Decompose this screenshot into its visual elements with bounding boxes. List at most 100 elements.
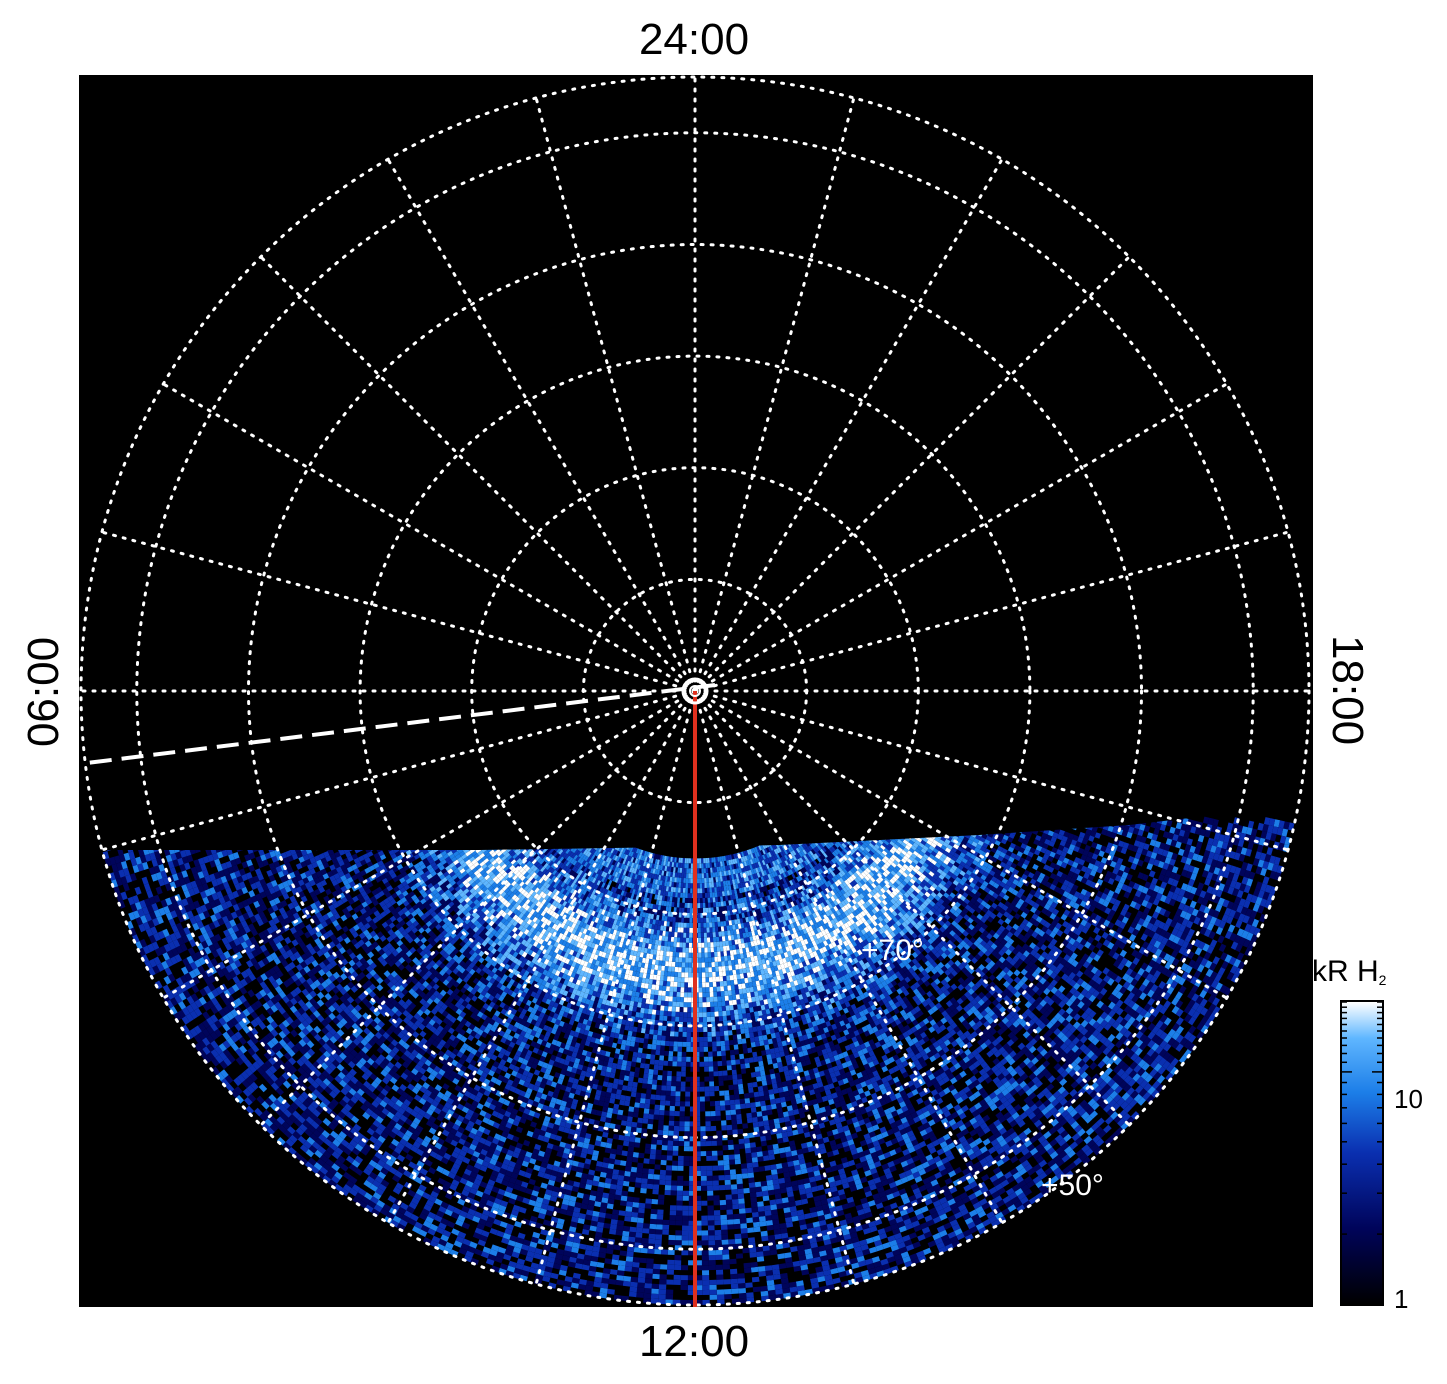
emission-cell — [1245, 908, 1253, 917]
emission-cell — [1212, 839, 1219, 847]
emission-cell — [1195, 841, 1203, 849]
emission-cell — [1139, 824, 1146, 831]
emission-cell — [1236, 824, 1243, 833]
emission-cell — [1217, 854, 1225, 863]
emission-cell — [1271, 863, 1279, 873]
emission-cell — [1194, 847, 1201, 855]
emission-cell — [1232, 888, 1240, 897]
emission-cell — [1127, 843, 1134, 851]
emission-cell — [1239, 868, 1246, 877]
emission-cell — [1081, 838, 1089, 845]
emission-cell — [1210, 845, 1217, 853]
emission-cell — [1150, 852, 1158, 860]
emission-cell — [1110, 832, 1117, 839]
emission-cell — [1165, 838, 1173, 846]
emission-cell — [1207, 817, 1215, 826]
emission-cell — [1185, 871, 1193, 879]
emission-cell — [1175, 841, 1182, 849]
emission-cell — [1192, 853, 1199, 861]
emission-cell — [1204, 877, 1212, 886]
emission-cell — [1162, 831, 1170, 839]
emission-cell — [1164, 870, 1172, 878]
emission-cell — [1190, 826, 1197, 834]
emission-cell — [1167, 832, 1174, 840]
emission-cell — [1219, 848, 1227, 856]
emission-cell — [1106, 842, 1114, 849]
emission-cell — [1162, 862, 1170, 870]
emission-heatmap — [81, 77, 1309, 1305]
emission-cell — [1229, 851, 1236, 859]
emission-cell — [1259, 913, 1267, 923]
emission-cell — [1169, 858, 1176, 866]
emission-cell — [1227, 886, 1235, 895]
emission-cell — [1239, 883, 1247, 892]
emission-cell — [1171, 866, 1179, 874]
emission-cell — [1185, 824, 1192, 833]
emission-cell — [1155, 822, 1162, 830]
emission-cell — [1259, 852, 1267, 861]
emission-cell — [1207, 837, 1214, 846]
emission-cell — [1167, 864, 1174, 872]
emission-cell — [1095, 843, 1103, 851]
emission-cell — [1146, 832, 1154, 840]
emission-cell — [1232, 873, 1239, 882]
emission-cell — [1234, 881, 1242, 890]
emission-cell — [1256, 844, 1264, 853]
emission-cell — [1233, 838, 1240, 846]
emission-cell — [1187, 878, 1195, 887]
emission-cell — [1186, 838, 1193, 846]
emission-cell — [1182, 850, 1190, 858]
emission-cell — [1122, 842, 1130, 849]
emission-cell — [1269, 870, 1277, 880]
emission-cell — [1133, 840, 1141, 847]
emission-cell — [1196, 854, 1204, 863]
emission-cell — [1260, 883, 1268, 892]
emission-cell — [1215, 860, 1223, 869]
emission-cell — [1218, 834, 1226, 842]
emission-cell — [1203, 850, 1211, 858]
emission-cell — [1218, 883, 1226, 892]
emission-cell — [1212, 818, 1219, 827]
emission-cell — [1175, 822, 1183, 830]
emission-cell — [1189, 845, 1196, 854]
emission-cell — [1132, 827, 1140, 835]
emission-cell — [1145, 850, 1153, 858]
emission-cell — [1234, 866, 1242, 876]
emission-cell — [1268, 818, 1276, 827]
emission-cell — [1236, 889, 1244, 899]
emission-cell — [1283, 821, 1290, 830]
emission-cell — [1138, 841, 1145, 849]
emission-cell — [1192, 866, 1200, 875]
emission-cell — [1013, 969, 1021, 977]
local-time-label-top: 24:00 — [638, 15, 750, 64]
emission-cell — [791, 873, 796, 879]
emission-cell — [1234, 896, 1242, 905]
emission-cell — [1197, 882, 1205, 891]
emission-cell — [916, 1097, 924, 1105]
emission-cell — [1154, 840, 1161, 848]
emission-cell — [1233, 852, 1241, 861]
emission-cell — [1140, 836, 1147, 844]
emission-cell — [1255, 881, 1263, 890]
emission-cell — [1205, 843, 1212, 852]
emission-cell — [1259, 898, 1267, 907]
emission-cell — [1222, 870, 1230, 879]
emission-cell — [1135, 834, 1143, 842]
emission-cell — [1260, 867, 1267, 877]
emission-cell — [1212, 853, 1220, 861]
emission-cell — [1217, 935, 1225, 944]
emission-cell — [1246, 878, 1254, 887]
emission-cell — [1241, 826, 1248, 834]
emission-cell — [1273, 856, 1281, 866]
local-time-label-bottom: 12:00 — [638, 1317, 750, 1366]
emission-cell — [1116, 845, 1123, 853]
emission-cell — [1161, 849, 1169, 857]
emission-cell — [1247, 841, 1254, 850]
emission-cell — [1248, 871, 1256, 880]
emission-cell — [1117, 840, 1125, 848]
emission-cell — [1183, 830, 1190, 839]
emission-cell — [1177, 848, 1185, 856]
emission-cell — [1211, 873, 1218, 882]
emission-cell — [1101, 828, 1108, 836]
emission-cell — [1153, 828, 1160, 836]
